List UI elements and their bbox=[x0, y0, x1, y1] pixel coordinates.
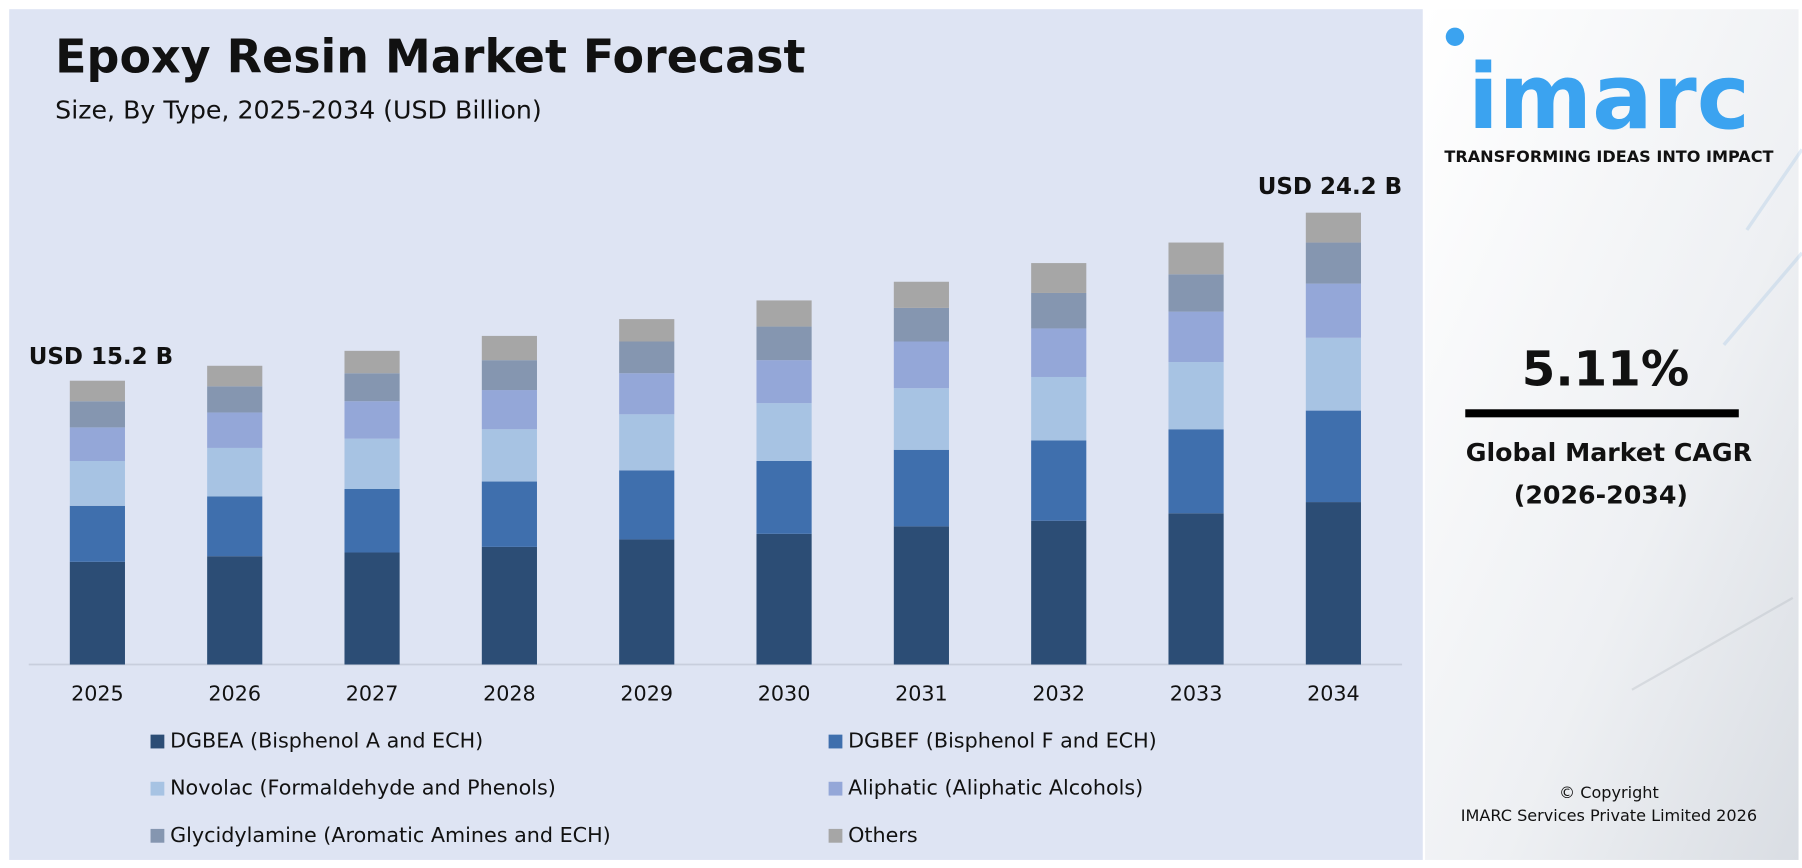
bar-segment bbox=[344, 401, 400, 439]
bar-segment bbox=[1031, 520, 1087, 665]
bar-segment bbox=[1031, 292, 1087, 329]
logo: imarc bbox=[1468, 46, 1750, 150]
bar-segment bbox=[893, 307, 949, 342]
bar-segment bbox=[207, 412, 263, 448]
bar-segment bbox=[69, 401, 125, 428]
bar-segment bbox=[1168, 429, 1224, 514]
bar-segment bbox=[756, 533, 812, 665]
bar-segment bbox=[1031, 263, 1087, 293]
bar-segment bbox=[69, 427, 125, 461]
x-tick-label: 2033 bbox=[1170, 681, 1223, 705]
bar-segment bbox=[1168, 242, 1224, 275]
legend-swatch bbox=[828, 781, 843, 796]
bar-segment bbox=[69, 505, 125, 562]
bar-segment bbox=[619, 414, 675, 471]
bar-segment bbox=[344, 438, 400, 490]
bar-segment bbox=[207, 386, 263, 413]
bar-segment bbox=[481, 546, 537, 665]
bar-segment bbox=[619, 539, 675, 665]
bar-segment bbox=[1305, 337, 1361, 411]
cagr-value: 5.11% bbox=[1522, 341, 1689, 397]
side-panel bbox=[1425, 9, 1799, 860]
bar-segment bbox=[1168, 513, 1224, 665]
x-tick-label: 2028 bbox=[483, 681, 536, 705]
bar-segment bbox=[481, 481, 537, 547]
bar-segment bbox=[69, 460, 125, 506]
copyright: © Copyright bbox=[1559, 783, 1659, 802]
logo-dot bbox=[1445, 27, 1465, 46]
bar-segment bbox=[1031, 328, 1087, 377]
chart-subtitle: Size, By Type, 2025-2034 (USD Billion) bbox=[55, 96, 542, 125]
bar-segment bbox=[344, 373, 400, 402]
bar-segment bbox=[756, 360, 812, 404]
x-tick-label: 2034 bbox=[1307, 681, 1360, 705]
bar-segment bbox=[893, 449, 949, 527]
bar-segment bbox=[1305, 283, 1361, 338]
legend-swatch bbox=[150, 734, 165, 749]
cagr-rule bbox=[1465, 409, 1739, 418]
company: IMARC Services Private Limited 2026 bbox=[1461, 806, 1757, 825]
legend-swatch bbox=[150, 828, 165, 843]
x-tick-label: 2026 bbox=[208, 681, 261, 705]
bar-segment bbox=[619, 341, 675, 374]
legend-label: Aliphatic (Aliphatic Alcohols) bbox=[848, 776, 1143, 800]
bar-segment bbox=[207, 556, 263, 665]
bar-segment bbox=[207, 447, 263, 497]
side-decoration bbox=[1631, 148, 1802, 691]
bar-segment bbox=[344, 552, 400, 665]
bar-segment bbox=[756, 460, 812, 534]
bar-segment bbox=[69, 380, 125, 402]
legend-label: Novolac (Formaldehyde and Phenols) bbox=[170, 776, 556, 800]
x-tick-label: 2032 bbox=[1032, 681, 1085, 705]
chart-title: Epoxy Resin Market Forecast bbox=[55, 29, 805, 83]
legend-swatch bbox=[828, 734, 843, 749]
bar-segment bbox=[1168, 311, 1224, 363]
legend-label: DGBEA (Bisphenol A and ECH) bbox=[170, 729, 483, 753]
total-label: USD 15.2 B bbox=[29, 344, 173, 370]
bar-segment bbox=[69, 561, 125, 665]
bar-segment bbox=[207, 496, 263, 557]
bar-segment bbox=[893, 388, 949, 450]
bar-segment bbox=[1168, 274, 1224, 312]
bar-segment bbox=[481, 335, 537, 361]
bar-segment bbox=[893, 341, 949, 389]
bar-segment bbox=[893, 281, 949, 308]
bar-segment bbox=[1168, 362, 1224, 430]
legend-label: DGBEF (Bisphenol F and ECH) bbox=[848, 729, 1157, 753]
bar-segment bbox=[619, 373, 675, 415]
bar-segment bbox=[756, 403, 812, 461]
bar-segment bbox=[893, 526, 949, 665]
legend-label: Glycidylamine (Aromatic Amines and ECH) bbox=[170, 823, 611, 847]
bar-segment bbox=[619, 470, 675, 540]
bar-segment bbox=[1305, 242, 1361, 284]
bar-segment bbox=[756, 326, 812, 361]
legend-swatch bbox=[828, 828, 843, 843]
bar-segment bbox=[207, 365, 263, 387]
x-tick-label: 2029 bbox=[620, 681, 673, 705]
bar-segment bbox=[481, 360, 537, 391]
legend-swatch bbox=[150, 781, 165, 796]
x-tick-label: 2030 bbox=[758, 681, 811, 705]
legend-label: Others bbox=[848, 823, 918, 847]
tagline: TRANSFORMING IDEAS INTO IMPACT bbox=[1444, 147, 1773, 166]
x-tick-label: 2031 bbox=[895, 681, 948, 705]
bar-segment bbox=[756, 300, 812, 327]
bar-segment bbox=[1305, 212, 1361, 243]
x-tick-label: 2025 bbox=[71, 681, 124, 705]
bar-segment bbox=[481, 390, 537, 430]
bar-segment bbox=[1305, 502, 1361, 665]
bar-segment bbox=[344, 489, 400, 553]
bar-segment bbox=[481, 429, 537, 482]
x-tick-label: 2027 bbox=[346, 681, 399, 705]
cagr-period: (2026-2034) bbox=[1514, 481, 1688, 510]
bar-segment bbox=[1031, 440, 1087, 521]
total-label: USD 24.2 B bbox=[1258, 174, 1402, 200]
cagr-label: Global Market CAGR bbox=[1466, 438, 1752, 467]
bar-segment bbox=[344, 350, 400, 374]
bar-segment bbox=[1305, 410, 1361, 503]
bar-segment bbox=[619, 319, 675, 342]
bar-segment bbox=[1031, 376, 1087, 441]
